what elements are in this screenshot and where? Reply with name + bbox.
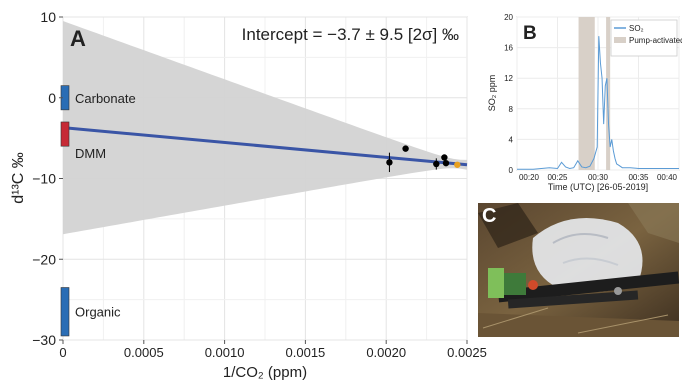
panel-b-ytick-label: 16 xyxy=(504,44,513,53)
panel-a-ticks-layer: 0 0.0005 0.0010 0.0015 0.0020 0.0025 10 0 −10 −20… xyxy=(32,9,487,360)
panel-a-ytick-label: −10 xyxy=(32,171,56,187)
panel-b-xtick-label: 00:20 xyxy=(519,173,540,182)
panel-a-confidence-band xyxy=(63,21,467,235)
panel-b-pump-interval xyxy=(606,17,611,170)
panel-c-photo: C xyxy=(478,203,679,337)
panel-a-ylabel: d¹³C ‰ xyxy=(10,152,27,204)
panel-b-ticks-layer: 00:20 00:25 00:30 00:35 00:40 0 4 8 12 16 20 xyxy=(504,13,677,182)
panel-b-pump-layer xyxy=(578,17,611,170)
panel-a-data-point xyxy=(441,154,448,161)
panel-a-source-bar-organic xyxy=(60,287,70,337)
panel-a-label: A xyxy=(70,26,86,51)
panel-a-data-point xyxy=(402,145,409,152)
panel-a-regression-line xyxy=(62,126,468,167)
panel-b-xtick-label: 00:30 xyxy=(588,173,609,182)
panel-a-xtick-label: 0.0015 xyxy=(286,345,326,360)
panel-b-xtick-label: 00:40 xyxy=(657,173,678,182)
legend-label-so2: SO₂ xyxy=(629,24,644,33)
panel-a-ytick-label: 0 xyxy=(48,90,56,106)
panel-a-data-point xyxy=(386,159,393,166)
panel-a-data-point xyxy=(433,160,440,168)
panel-a-source-label-carbonate: Carbonate xyxy=(75,91,136,106)
panel-b-ylabel: SO₂ ppm xyxy=(487,75,497,112)
panel-a-xtick-label: 0.0005 xyxy=(124,345,164,360)
panel-a-points-layer xyxy=(386,145,461,173)
panel-a-confidence-band-layer xyxy=(63,21,467,235)
panel-b-legend: SO₂ Pump-activated xyxy=(610,19,682,57)
panel-a-data-point xyxy=(454,161,461,168)
legend-label-pump: Pump-activated xyxy=(629,36,682,45)
panel-a-source-bar-dmm xyxy=(60,121,70,147)
panel-a-ytick-label: 10 xyxy=(40,9,56,25)
panel-a-xlabel: 1/CO₂ (ppm) xyxy=(223,364,307,381)
panel-b: 00:20 00:25 00:30 00:35 00:40 0 4 8 12 16 20 B SO₂… xyxy=(487,13,682,192)
field-photo-image xyxy=(478,203,679,337)
panel-b-ytick-label: 20 xyxy=(504,13,513,22)
panel-a-source-label-dmm: DMM xyxy=(75,146,106,161)
panel-a-xtick-label: 0 xyxy=(59,345,66,360)
panel-a-ytick-label: −20 xyxy=(32,251,56,267)
panel-b-xlabel: Time (UTC) [26-05-2019] xyxy=(548,182,648,192)
panel-b-ytick-label: 12 xyxy=(504,74,513,83)
panel-a-xtick-label: 0.0010 xyxy=(205,345,245,360)
panel-b-ytick-label: 0 xyxy=(509,166,514,175)
panel-a-data-point xyxy=(442,159,450,167)
panel-b-series-layer xyxy=(517,36,679,170)
panel-b-ytick-label: 8 xyxy=(509,105,514,114)
panel-a-regression-layer xyxy=(62,126,468,167)
panel-a-xtick-label: 0.0020 xyxy=(366,345,406,360)
panel-b-pump-interval xyxy=(578,17,595,170)
panel-b-ytick-label: 4 xyxy=(509,135,514,144)
panel-a-xtick-label: 0.0025 xyxy=(447,345,487,360)
panel-b-so2-line xyxy=(517,36,679,170)
panel-a-annotation: Intercept = −3.7 ± 9.5 [2σ] ‰ xyxy=(242,25,459,44)
panel-a-source-label-organic: Organic xyxy=(75,305,121,320)
legend-swatch-pump xyxy=(614,37,626,43)
panel-c-label: C xyxy=(482,205,497,227)
panel-b-xtick-label: 00:25 xyxy=(547,173,568,182)
panel-b-label: B xyxy=(523,23,537,44)
panel-b-xtick-label: 00:35 xyxy=(628,173,649,182)
panel-a-ytick-label: −30 xyxy=(32,332,56,348)
